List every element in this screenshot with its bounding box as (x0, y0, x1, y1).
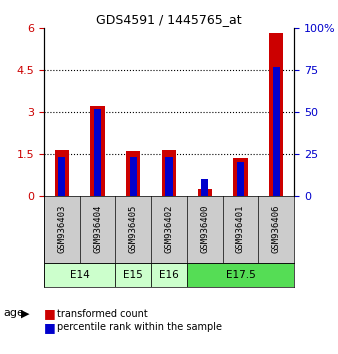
FancyBboxPatch shape (44, 263, 115, 287)
Text: ■: ■ (44, 308, 56, 320)
Bar (273, 67, 280, 196)
Bar (237, 162, 244, 196)
Text: GSM936404: GSM936404 (93, 205, 102, 253)
Title: GDS4591 / 1445765_at: GDS4591 / 1445765_at (96, 13, 242, 26)
FancyBboxPatch shape (115, 263, 151, 287)
Text: ■: ■ (44, 321, 56, 334)
Bar (94, 109, 101, 196)
Bar (55, 150, 69, 196)
FancyBboxPatch shape (187, 263, 294, 287)
Text: E14: E14 (70, 270, 90, 280)
Text: GSM936401: GSM936401 (236, 205, 245, 253)
Text: E16: E16 (159, 270, 179, 280)
Bar (130, 157, 137, 196)
Text: E15: E15 (123, 270, 143, 280)
Bar (90, 107, 105, 196)
Bar (165, 157, 173, 196)
Bar (58, 157, 65, 196)
Text: GSM936402: GSM936402 (165, 205, 173, 253)
Bar (233, 158, 248, 196)
FancyBboxPatch shape (151, 263, 187, 287)
Text: GSM936406: GSM936406 (272, 205, 281, 253)
Text: GSM936400: GSM936400 (200, 205, 209, 253)
Text: age: age (3, 308, 24, 318)
Text: GSM936403: GSM936403 (57, 205, 66, 253)
Text: percentile rank within the sample: percentile rank within the sample (57, 322, 222, 332)
Bar (201, 179, 208, 196)
Text: ▶: ▶ (21, 308, 30, 318)
Bar (162, 150, 176, 196)
Text: GSM936405: GSM936405 (129, 205, 138, 253)
Bar (126, 151, 140, 196)
Text: E17.5: E17.5 (225, 270, 255, 280)
Text: transformed count: transformed count (57, 309, 147, 319)
Bar (198, 189, 212, 196)
Bar (269, 33, 283, 196)
